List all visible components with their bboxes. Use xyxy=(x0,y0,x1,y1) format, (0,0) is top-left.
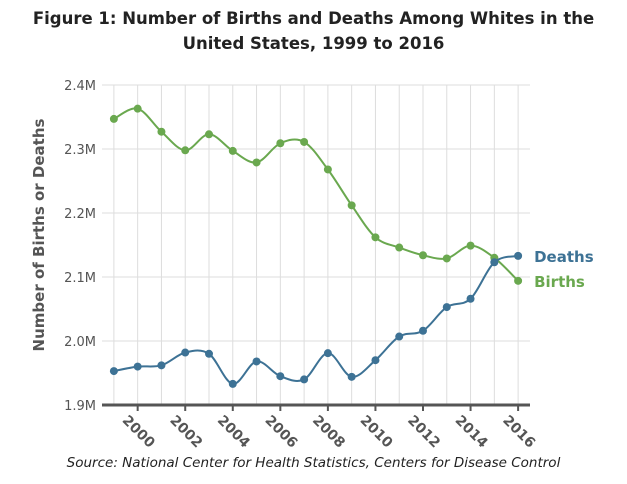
deaths-line xyxy=(113,254,519,385)
births-point xyxy=(181,146,190,155)
y-tick-label: 2.2M xyxy=(64,207,96,222)
x-tick-label: 2012 xyxy=(404,413,443,452)
births-point xyxy=(466,241,475,250)
births-point xyxy=(514,276,523,285)
x-tick-label: 2004 xyxy=(214,413,253,452)
deaths-point xyxy=(300,375,309,384)
births-point xyxy=(323,165,332,174)
births-series-label: Births xyxy=(534,273,585,291)
y-tick-label: 2.1M xyxy=(64,271,96,286)
x-tick-label: 2006 xyxy=(262,413,301,452)
x-tick-label: 2014 xyxy=(452,413,491,452)
deaths-point xyxy=(323,349,332,358)
x-tick-label: 2008 xyxy=(309,413,348,452)
births-point xyxy=(109,114,118,123)
births-point xyxy=(276,139,285,148)
y-tick-label: 2.3M xyxy=(64,143,96,158)
y-tick-label: 1.9M xyxy=(64,399,96,414)
births-point xyxy=(228,146,237,155)
births-point xyxy=(442,254,451,263)
births-point xyxy=(347,201,356,210)
deaths-point xyxy=(371,356,380,365)
gridlines xyxy=(102,84,530,405)
deaths-point xyxy=(466,294,475,303)
x-tick-label: 2000 xyxy=(119,413,158,452)
deaths-point xyxy=(395,332,404,341)
x-tick-label: 2002 xyxy=(166,413,205,452)
deaths-point xyxy=(252,357,261,366)
births-point xyxy=(157,127,166,136)
births-point xyxy=(419,251,427,260)
deaths-point xyxy=(276,372,285,381)
source-note: Source: National Center for Health Stati… xyxy=(66,455,561,471)
y-tick-label: 2.0M xyxy=(64,335,96,350)
x-tick-label: 2010 xyxy=(357,413,396,452)
y-tick-label: 2.4M xyxy=(64,79,96,94)
deaths-point xyxy=(157,361,166,370)
births-point xyxy=(133,104,142,113)
y-axis-title: Number of Births or Deaths xyxy=(30,118,48,351)
x-tick-label: 2016 xyxy=(499,413,538,452)
births-point xyxy=(395,243,404,252)
deaths-point xyxy=(442,303,451,312)
births-line xyxy=(113,107,519,282)
labels: 1.9M 2.0M 2.1M 2.2M 2.3M 2.4M 2000 2002 2004 2006… xyxy=(64,79,594,452)
axes xyxy=(102,403,530,411)
deaths-point xyxy=(133,362,142,371)
series xyxy=(109,104,523,388)
deaths-point xyxy=(419,326,427,335)
deaths-point xyxy=(109,367,118,376)
chart-title: Figure 1: Number of Births and Deaths Am… xyxy=(32,9,595,53)
deaths-point xyxy=(490,258,499,267)
deaths-point xyxy=(228,379,237,388)
births-point xyxy=(205,130,213,139)
births-point xyxy=(252,158,261,167)
deaths-series-label: Deaths xyxy=(534,248,594,266)
deaths-point xyxy=(347,372,356,381)
deaths-point xyxy=(181,348,190,357)
births-point xyxy=(300,137,309,146)
deaths-point xyxy=(205,349,213,358)
births-point xyxy=(371,233,380,242)
deaths-point xyxy=(514,251,523,260)
